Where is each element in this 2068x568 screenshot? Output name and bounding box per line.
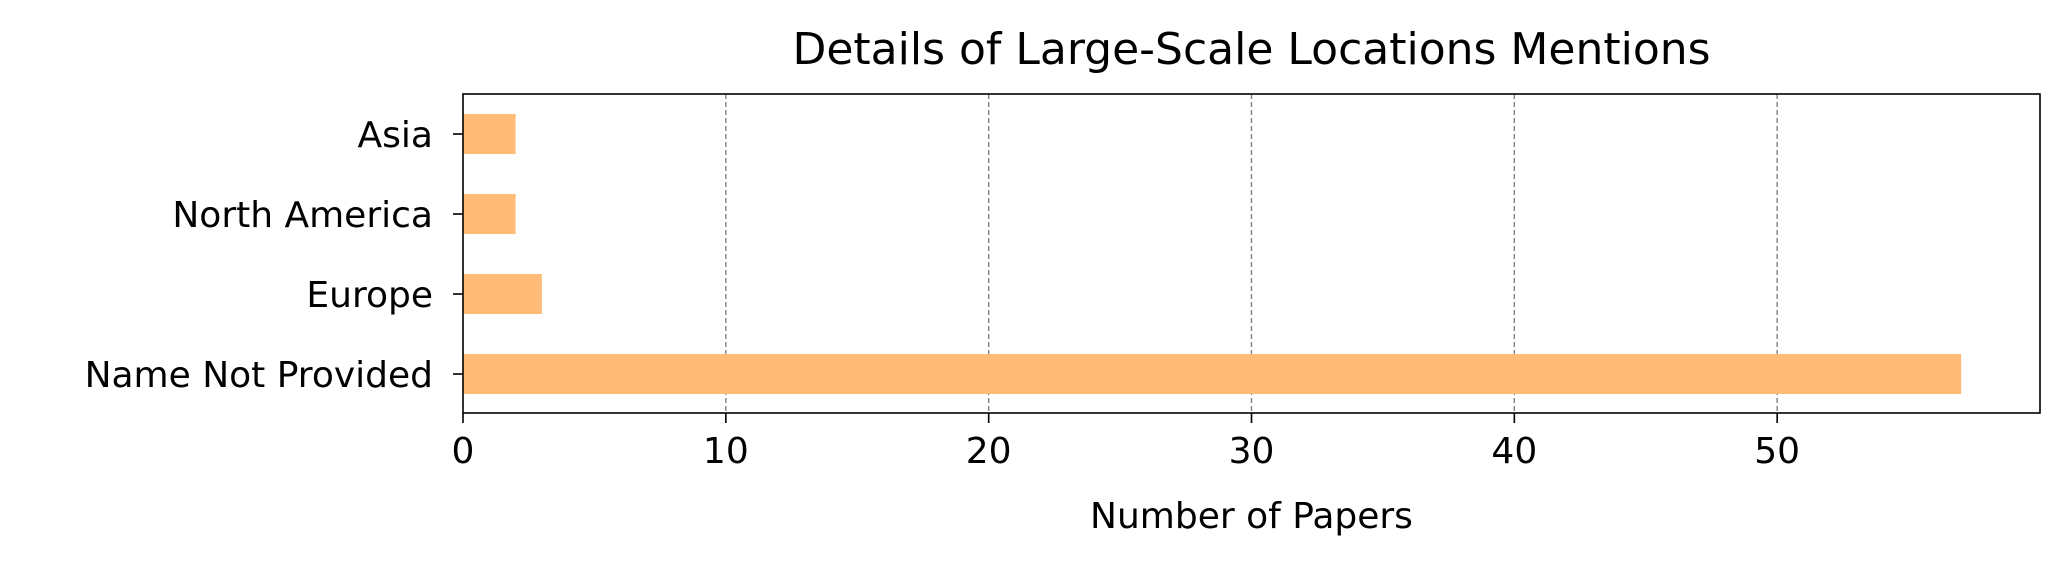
bar	[463, 354, 1962, 394]
y-tick-label: Name Not Provided	[85, 355, 433, 396]
bars	[463, 114, 1962, 394]
x-tick-label: 40	[1491, 431, 1537, 472]
x-axis-ticks: 0 10 20 30 40 50	[452, 413, 1800, 472]
x-tick-label: 30	[1229, 431, 1275, 472]
x-axis-label: Number of Papers	[1090, 496, 1413, 537]
bar	[463, 114, 516, 154]
y-tick-label: Europe	[306, 275, 433, 316]
x-tick-label: 0	[452, 431, 475, 472]
y-tick-label: Asia	[358, 115, 433, 156]
x-tick-label: 10	[703, 431, 749, 472]
chart-title: Details of Large-Scale Locations Mention…	[792, 24, 1710, 75]
x-tick-label: 20	[966, 431, 1012, 472]
y-tick-label: North America	[172, 195, 433, 236]
bar	[463, 274, 542, 314]
y-axis-ticks: Asia North America Europe Name Not Provided	[85, 115, 463, 396]
bar	[463, 194, 516, 234]
x-tick-label: 50	[1754, 431, 1800, 472]
